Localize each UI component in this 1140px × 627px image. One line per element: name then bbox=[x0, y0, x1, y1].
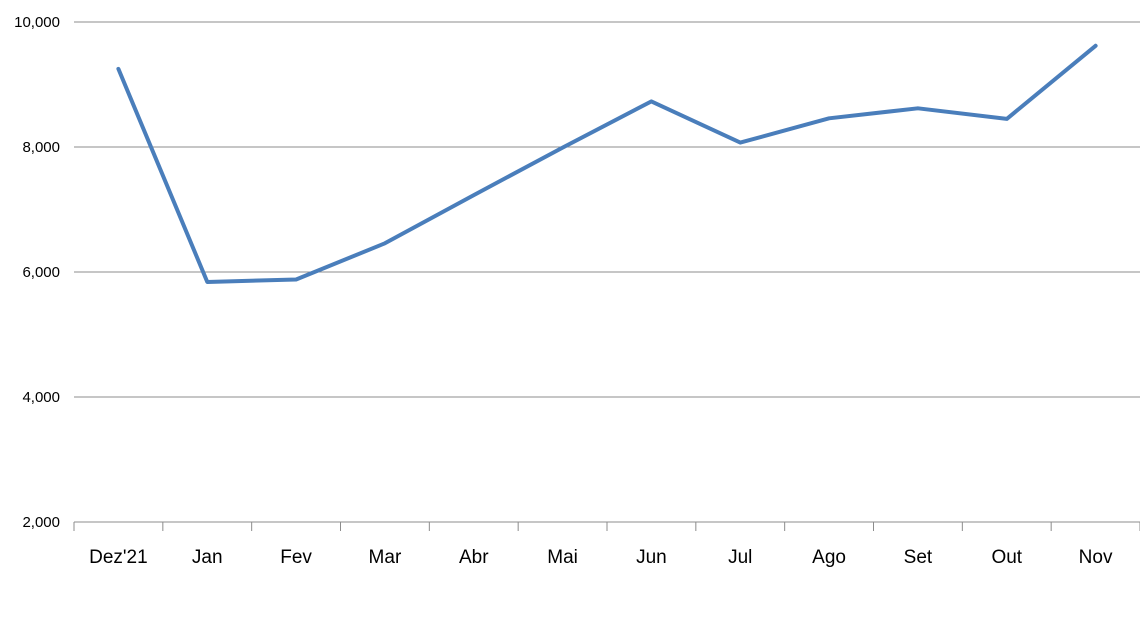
gridlines bbox=[74, 21, 1140, 398]
x-tick-label: Mar bbox=[369, 547, 402, 568]
x-tick-label: Jun bbox=[636, 547, 667, 568]
x-tick-label: Jan bbox=[192, 547, 223, 568]
y-tick-label: 2,000 bbox=[22, 514, 60, 531]
y-tick-label: 4,000 bbox=[22, 389, 60, 406]
y-tick-label: 6,000 bbox=[22, 264, 60, 281]
x-tick-label: Out bbox=[991, 547, 1022, 568]
x-tick-label: Set bbox=[904, 547, 933, 568]
x-tick-label: Nov bbox=[1079, 547, 1113, 568]
x-axis bbox=[73, 521, 1140, 531]
x-tick-label: Mai bbox=[547, 547, 578, 568]
x-tick-label: Dez'21 bbox=[89, 547, 148, 568]
x-axis-tick-labels: Dez'21 Jan Fev Mar Abr Mai Jun Jul Ago Set Out Nov bbox=[89, 547, 1113, 568]
series-lines bbox=[116, 43, 1098, 284]
x-tick-label: Fev bbox=[280, 547, 312, 568]
y-tick-label: 8,000 bbox=[22, 139, 60, 156]
series-line-0 bbox=[116, 43, 1098, 284]
x-tick-label: Ago bbox=[812, 547, 846, 568]
y-tick-label: 10,000 bbox=[14, 14, 60, 31]
y-axis-tick-labels: 2,000 4,000 6,000 8,000 10,000 bbox=[14, 14, 60, 531]
x-tick-label: Jul bbox=[728, 547, 752, 568]
x-tick-label: Abr bbox=[459, 547, 489, 568]
